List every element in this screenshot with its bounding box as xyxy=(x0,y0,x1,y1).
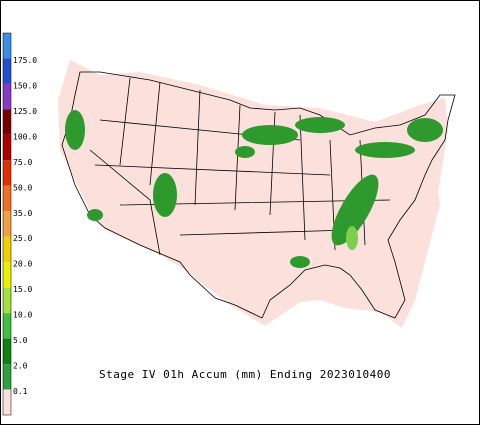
rain-area xyxy=(355,142,415,158)
rain-area xyxy=(235,146,255,158)
legend-label: 125.0 xyxy=(13,107,37,116)
legend-swatch xyxy=(3,58,11,84)
legend-swatch xyxy=(3,389,11,415)
legend-swatch xyxy=(3,262,11,288)
map xyxy=(58,60,456,328)
legend-label: 75.0 xyxy=(13,158,32,167)
legend-swatch xyxy=(3,109,11,135)
legend-swatch xyxy=(3,287,11,314)
rain-area xyxy=(65,110,85,150)
legend-swatch xyxy=(3,338,11,365)
legend-swatch xyxy=(3,364,11,390)
rain-area xyxy=(153,173,177,217)
legend-label: 5.0 xyxy=(13,336,28,345)
legend-swatch xyxy=(3,134,11,161)
legend-label: 175.0 xyxy=(13,56,37,65)
rain-area xyxy=(242,125,298,145)
legend-label: 50.0 xyxy=(13,183,32,192)
caption: Stage IV 01h Accum (mm) Ending 202301040… xyxy=(99,368,391,381)
legend-label: 15.0 xyxy=(13,285,32,294)
legend-label: 20.0 xyxy=(13,260,32,269)
legend-label: 2.0 xyxy=(13,362,28,371)
rain-area xyxy=(295,117,345,133)
legend-label: 0.1 xyxy=(13,387,28,396)
legend-swatch xyxy=(3,185,11,212)
legend-swatch xyxy=(3,211,11,237)
coastline xyxy=(61,71,456,319)
rain-area xyxy=(346,226,358,250)
legend-swatch xyxy=(3,83,11,110)
legend-swatch xyxy=(3,33,11,59)
legend-label: 150.0 xyxy=(13,81,37,90)
legend-label: 35.0 xyxy=(13,209,32,218)
precipitation xyxy=(65,110,443,268)
rain-area xyxy=(87,209,103,221)
legend-swatch xyxy=(3,236,11,263)
legend-swatch xyxy=(3,160,11,186)
rain-area xyxy=(331,174,379,246)
legend: 175.0 150.0 125.0 100.0 75.0 50.0 35.0 25.0 20.0… xyxy=(2,32,37,416)
legend-swatch xyxy=(3,313,11,339)
rain-area xyxy=(290,256,310,268)
rain-area xyxy=(407,118,443,142)
legend-border xyxy=(2,32,12,416)
legend-label: 25.0 xyxy=(13,234,32,243)
legend-label: 10.0 xyxy=(13,311,32,320)
legend-label: 100.0 xyxy=(13,132,37,141)
